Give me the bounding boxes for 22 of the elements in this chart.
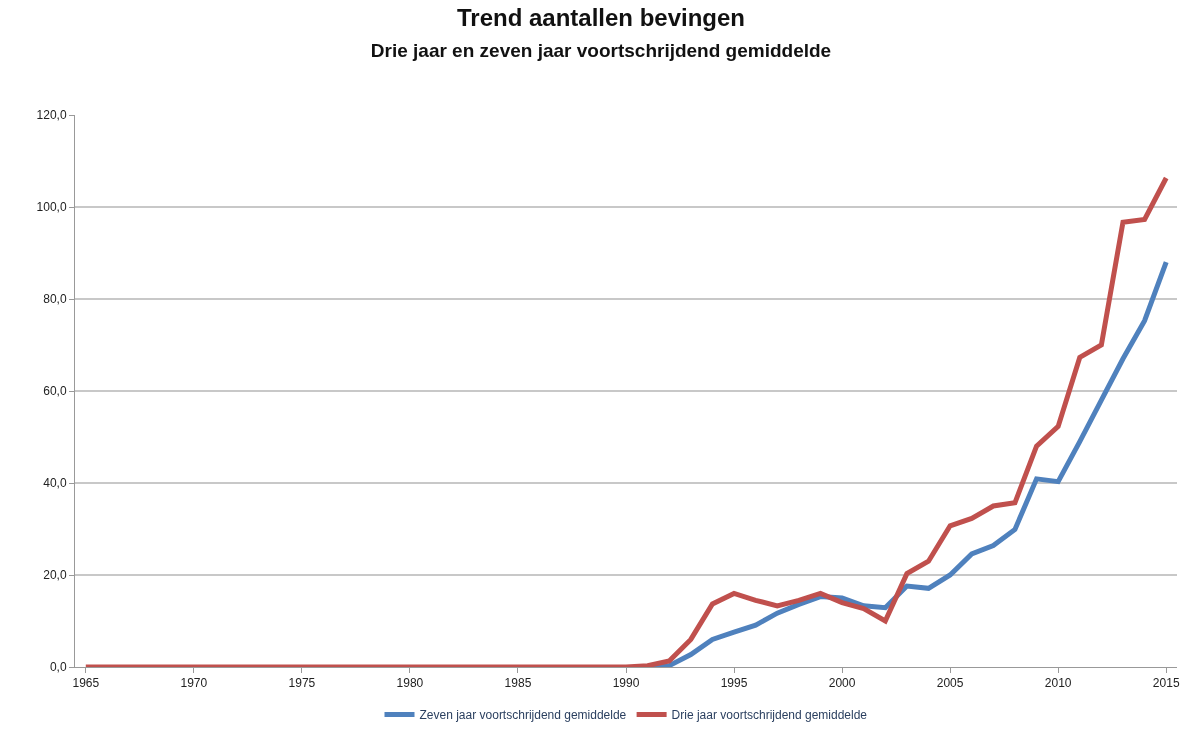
legend-label: Zeven jaar voortschrijdend gemiddelde — [419, 708, 627, 723]
x-tick-label: 2005 — [936, 676, 964, 691]
x-tick-label: 1995 — [720, 676, 748, 691]
x-tick-label: 2000 — [828, 676, 856, 691]
x-tick-label: 1980 — [396, 676, 424, 691]
legend-label: Drie jaar voortschrijdend gemiddelde — [671, 708, 868, 723]
y-tick-label: 80,0 — [43, 292, 67, 307]
chart-subtitle: Drie jaar en zeven jaar voortschrijdend gemiddelde — [370, 40, 832, 62]
x-tick-label: 1985 — [504, 676, 532, 691]
y-tick-label: 20,0 — [43, 568, 67, 583]
y-tick-label: 100,0 — [36, 200, 67, 215]
x-tick-label: 2015 — [1152, 676, 1180, 691]
y-tick-label: 120,0 — [36, 108, 67, 123]
x-tick-label: 1990 — [612, 676, 640, 691]
y-tick-label: 60,0 — [43, 384, 67, 399]
y-tick-label: 0,0 — [49, 660, 67, 675]
x-tick-label: 1970 — [180, 676, 208, 691]
chart-title: Trend aantallen bevingen — [456, 3, 746, 31]
y-tick-label: 40,0 — [43, 476, 67, 491]
x-tick-label: 1965 — [72, 676, 100, 691]
x-tick-label: 2010 — [1044, 676, 1072, 691]
x-tick-label: 1975 — [288, 676, 316, 691]
